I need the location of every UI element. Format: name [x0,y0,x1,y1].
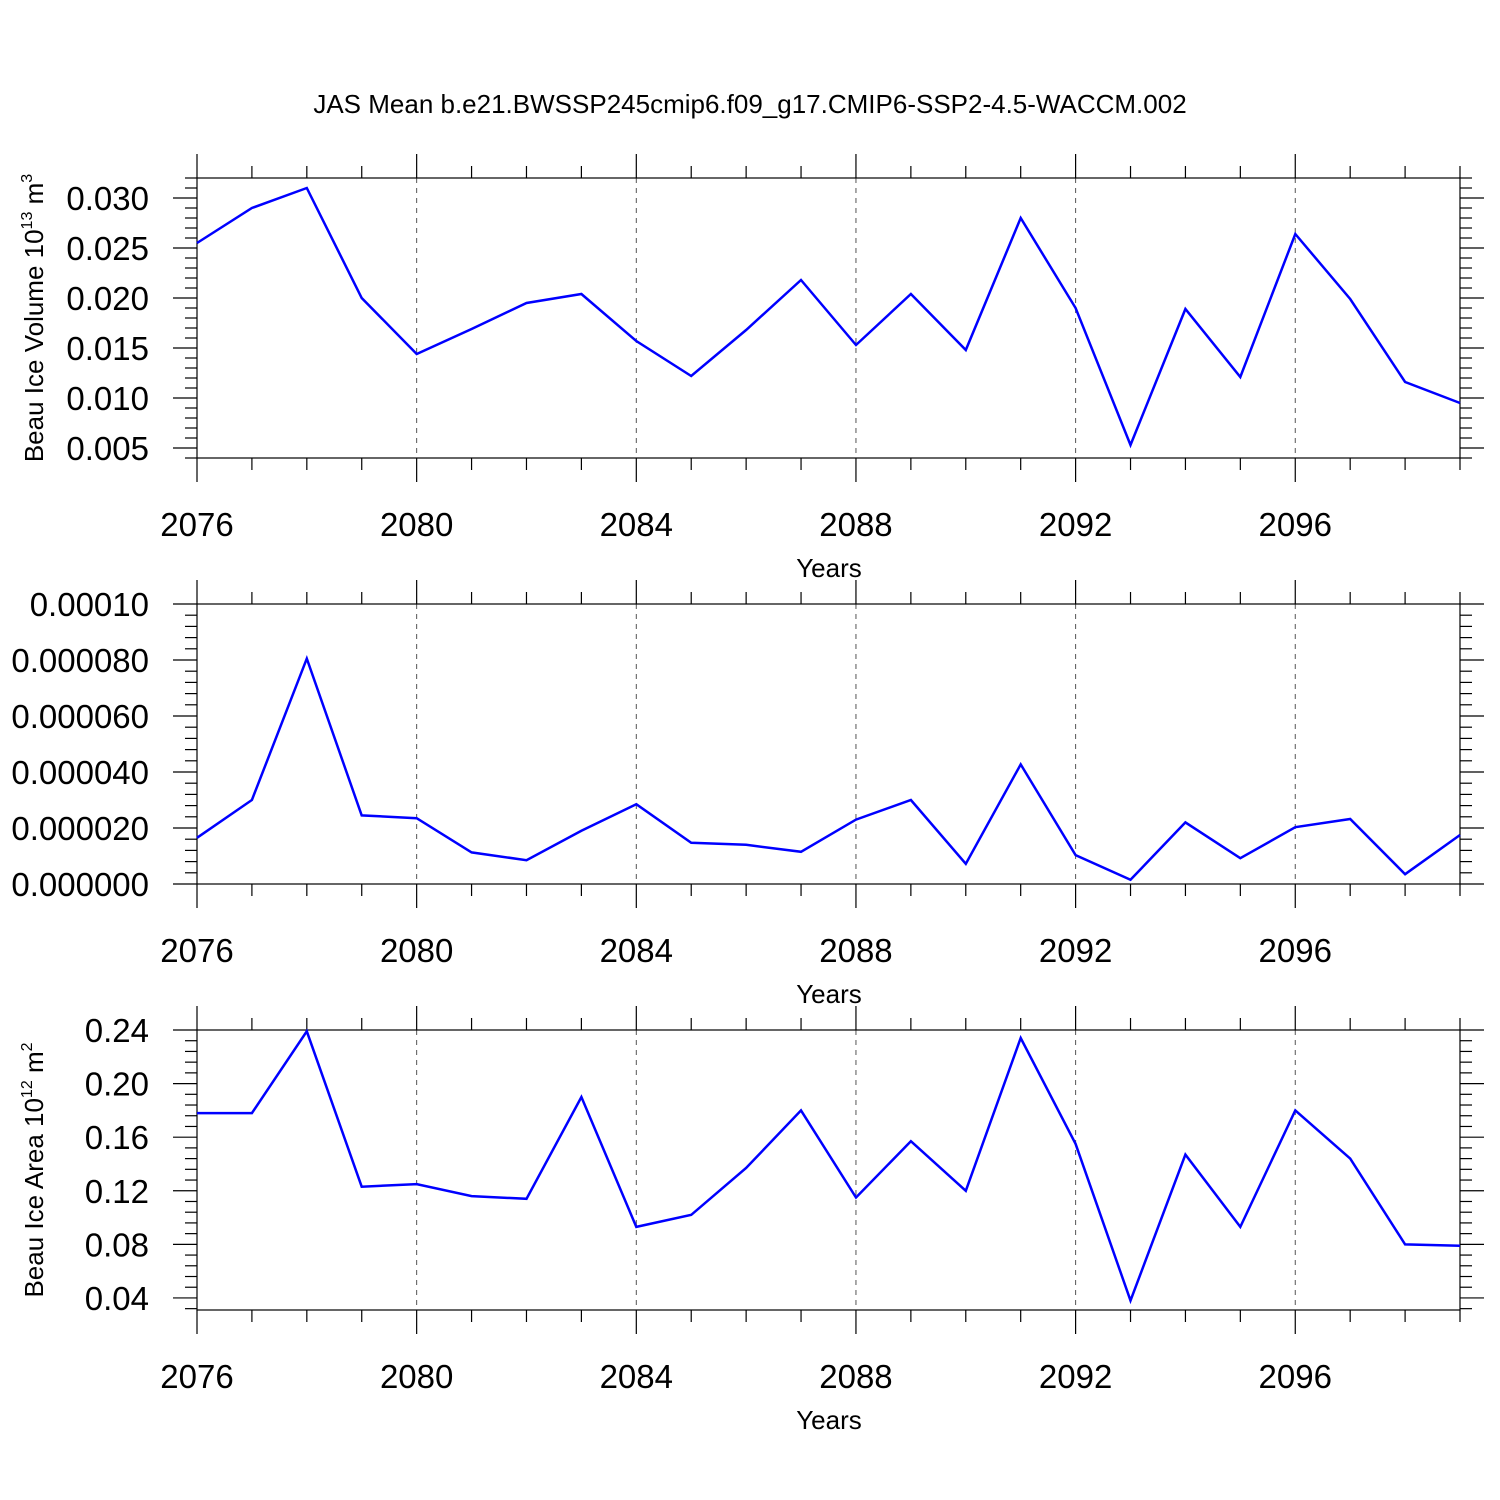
x-tick-label: 2084 [600,1358,673,1395]
y-tick-label: 0.16 [85,1119,149,1156]
x-tick-label: 2076 [160,506,233,543]
plot-frame [196,177,1461,459]
y-axis-label: Beau Ice Volume 1013 m3 [19,174,49,462]
y-tick-label: 0.010 [66,380,149,417]
y-tick-label: 0.000060 [11,698,149,735]
y-tick-label: 0.015 [66,330,149,367]
y-tick-label: 0.24 [85,1012,149,1049]
y-tick-label: 0.005 [66,430,149,467]
panels: 2076 2080 2084 2088 2092 2096 Years 0.005 0.010 0… [11,154,1484,1435]
y-tick-label: 0.08 [85,1226,149,1263]
x-tick-label: 2076 [160,1358,233,1395]
x-tick-label: 2084 [600,506,673,543]
x-tick-label: 2096 [1259,506,1332,543]
plot-frame [196,1029,1461,1311]
y-tick-label: 0.020 [66,280,149,317]
x-tick-label: 2088 [819,1358,892,1395]
y-tick-label: 0.20 [85,1066,149,1103]
x-tick-label: 2076 [160,932,233,969]
y-tick-label: 0.12 [85,1173,149,1210]
y-tick-label: 0.025 [66,230,149,267]
y-tick-label: 0.000000 [11,866,149,903]
plot-frame [196,603,1461,885]
x-axis-label: Years [796,553,862,583]
x-tick-label: 2096 [1259,1358,1332,1395]
series-line [197,1028,1461,1305]
x-tick-label: 2080 [380,506,453,543]
series-line [196,654,1461,882]
x-tick-label: 2080 [380,932,453,969]
x-axis-label: Years [796,1405,862,1435]
x-tick-label: 2080 [380,1358,453,1395]
x-tick-label: 2092 [1039,932,1112,969]
panel-1: 2076 2080 2084 2088 2092 2096 Years 0.005 0.010 0… [19,154,1484,583]
x-tick-label: 2096 [1259,932,1332,969]
y-tick-label: 0.030 [66,180,149,217]
y-tick-label: 0.000080 [11,642,149,679]
chart-title: JAS Mean b.e21.BWSSP245cmip6.f09_g17.CMI… [313,89,1186,119]
x-tick-label: 2092 [1039,506,1112,543]
y-tick-label: 0.00010 [30,586,149,623]
x-tick-label: 2088 [819,932,892,969]
y-tick-label: 0.000020 [11,810,149,847]
x-tick-label: 2084 [600,932,673,969]
series-line [196,186,1461,449]
panel-2: 2076 2080 2084 2088 2092 2096 Years 0.000000 0.0… [11,580,1484,1009]
x-tick-label: 2088 [819,506,892,543]
y-tick-label: 0.000040 [11,754,149,791]
panel-3: 2076 2080 2084 2088 2092 2096 Years 0.04 0.08 0.1… [19,1006,1484,1435]
x-axis-label: Years [796,979,862,1009]
y-axis-label: Beau Ice Area 1012 m2 [19,1042,49,1297]
y-tick-label: 0.04 [85,1280,149,1317]
x-tick-label: 2092 [1039,1358,1112,1395]
